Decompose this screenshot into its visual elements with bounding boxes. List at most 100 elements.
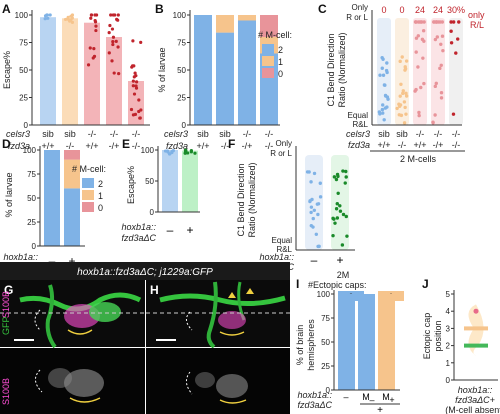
- panel-b-x-celsr3: sib: [219, 129, 231, 139]
- panel-f-dot: [305, 170, 310, 174]
- panel-b-bar-segment: [238, 15, 256, 21]
- panel-b-legend-label: 0: [278, 69, 283, 79]
- panel-b-letter: B: [155, 2, 164, 16]
- panel-a-dot: [43, 17, 47, 21]
- panel-g-gfp-fiber-2: [45, 284, 57, 349]
- panel-a-dot: [114, 39, 118, 43]
- panel-a-x-fzd3a: -/-: [132, 141, 141, 151]
- panel-c-dot: [414, 87, 418, 92]
- panel-j-ylabel-2: position: [433, 320, 443, 351]
- panel-b-bar-segment: [238, 20, 256, 125]
- panel-a-dot: [137, 98, 141, 102]
- panel-c-x-celsr3: sib: [396, 129, 408, 139]
- panel-a-dot: [132, 75, 136, 79]
- panel-a-dot: [107, 31, 111, 35]
- panel-g-mcell: [89, 302, 121, 322]
- panel-d-bar-segment: [64, 159, 80, 189]
- panel-c-dot: [381, 73, 386, 77]
- panel-j-yticks: 0 1 2 3 4 5: [446, 290, 454, 385]
- panel-c-fzd3a-label: fzd3a: [348, 140, 370, 150]
- panel-a-dot: [116, 18, 120, 22]
- panel-c-dot: [422, 81, 426, 86]
- panel-d-legend-swatch: [82, 178, 94, 188]
- panel-c-violin: [431, 18, 445, 125]
- panel-a-dot: [137, 109, 141, 114]
- panel-f-dot: [332, 175, 337, 179]
- panel-b-x-fzd3a: +/+: [196, 141, 209, 151]
- panel-d-x-label: –: [49, 254, 56, 268]
- a-ticks-tick-label: 100: [15, 11, 29, 20]
- panel-c-dot: [435, 35, 440, 39]
- panel-c-dot: [421, 56, 425, 60]
- panel-a-dot: [70, 13, 75, 17]
- i-ticks-tick-label: 75: [321, 314, 330, 323]
- panel-a-dot: [66, 17, 70, 21]
- panel-f-dot: [311, 216, 315, 221]
- panel-i: I #Ectopic caps: 01 % of brain hemispher…: [295, 277, 404, 414]
- panel-c-ylabel-1: C1 Bend Direction: [326, 33, 336, 106]
- panel-j: J Ectopic cap position 0 1 2 3 4 5 hoxb1a:: f…: [422, 277, 500, 414]
- panel-b-x-fzd3a: -/+: [242, 141, 253, 151]
- panel-c-x-fzd3a: -/-: [398, 140, 407, 150]
- panel-f-ybot: Equal: [272, 236, 293, 245]
- panel-c-dot: [433, 37, 438, 42]
- panel-a-dot: [70, 20, 75, 24]
- panel-a-dot: [111, 35, 116, 39]
- panel-a-dot: [63, 17, 68, 22]
- panel-h-arrowhead-2: [246, 288, 254, 294]
- panel-d-legend: 2 1 0: [82, 178, 103, 213]
- panel-a-celsr3-label: celsr3: [6, 129, 30, 139]
- panel-c-ybot2: R&L: [352, 120, 368, 129]
- panel-c-dot: [417, 113, 421, 118]
- panel-a-letter: A: [2, 2, 11, 16]
- panel-a-fzd3a-label: fzd3a: [8, 141, 30, 151]
- panel-a-dot: [109, 13, 113, 17]
- panel-c-dot: [420, 20, 424, 24]
- panel-a-xlabels: celsr3 fzd3a sib sib -/- -/- -/- +/+ -/- +/+ -/+ -/…: [6, 129, 140, 151]
- panel-a-dot: [139, 40, 143, 44]
- panel-c-dot: [451, 20, 456, 24]
- panel-c-dot: [414, 20, 418, 24]
- panel-c-dots: [377, 20, 461, 125]
- panel-c-celsr3-label: celsr3: [346, 129, 370, 139]
- b-ticks-tick-label: 25: [177, 94, 186, 103]
- j-ticks-tick-label: 3: [446, 324, 451, 333]
- panel-c-ytop: Only: [352, 3, 368, 12]
- panel-c-dot: [382, 118, 386, 122]
- panel-c-dot: [381, 111, 385, 115]
- panel-e-ylabel: Escape%: [126, 166, 136, 204]
- panel-b-x-fzd3a: -/-: [265, 141, 274, 151]
- panel-a-bar: [62, 18, 78, 125]
- panel-g-outline-yellow-2: [69, 397, 101, 403]
- b-ticks-tick-label: 100: [173, 11, 187, 20]
- panel-f-dot: [309, 210, 313, 215]
- panel-b-legend: 2 1 0: [262, 44, 283, 79]
- panel-c-dot: [414, 36, 419, 40]
- panel-i-legend-title: #Ectopic caps:: [308, 280, 367, 290]
- panel-f-dot: [308, 199, 312, 203]
- panel-b: B % of larvae 0 25 50 75 100 # M-cell: 2 1 0 c…: [155, 2, 292, 151]
- panel-e-x-label: +: [186, 223, 193, 237]
- panel-c-violins: [377, 18, 463, 125]
- panel-b-bar-segment: [216, 32, 234, 125]
- panel-i-x-plus: +: [377, 405, 383, 414]
- panel-f-ytop: Only: [276, 139, 292, 148]
- panel-c-x-celsr3: -/-: [416, 129, 425, 139]
- panel-d-legend-title: # M-cell:: [72, 164, 106, 174]
- panel-a-dot: [131, 39, 135, 43]
- panel-c-dot: [420, 37, 425, 42]
- panel-a-x-fzd3a: +/+: [41, 141, 54, 151]
- panel-f-dot: [345, 234, 349, 238]
- panel-c-dot: [434, 81, 438, 86]
- panel-a-dot: [132, 92, 137, 96]
- panel-a-x-celsr3: -/-: [110, 129, 119, 139]
- panel-e-dot: [193, 151, 197, 155]
- panel-c-dot: [404, 59, 409, 63]
- panel-b-x-celsr3: -/-: [243, 129, 252, 139]
- panel-d-ylabel: % of larvae: [4, 172, 14, 217]
- panel-a-dot: [48, 13, 52, 17]
- panel-c-count: 24: [415, 5, 425, 15]
- panel-f-ybot2: R&L: [276, 245, 292, 254]
- panel-c-only-rl: only: [468, 10, 485, 20]
- d-ticks-tick-label: 50: [27, 194, 36, 203]
